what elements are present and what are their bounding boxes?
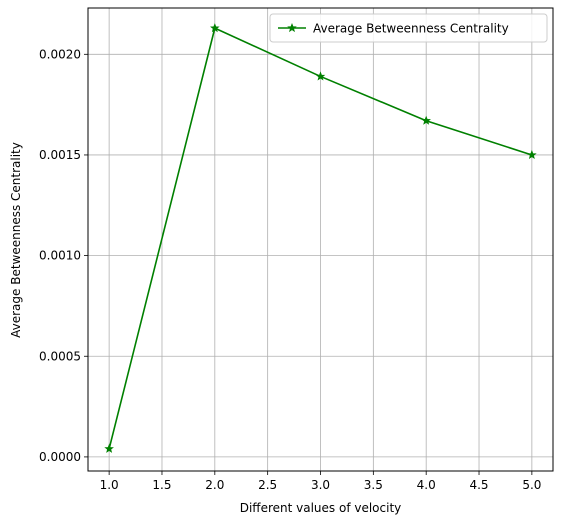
y-tick-label: 0.0020 — [39, 47, 81, 61]
x-tick-label: 5.0 — [522, 478, 541, 492]
y-tick-label: 0.0015 — [39, 148, 81, 162]
x-tick-label: 2.5 — [258, 478, 277, 492]
data-point — [421, 115, 431, 125]
data-point — [315, 71, 326, 81]
x-tick-label: 2.0 — [205, 478, 224, 492]
y-tick-label: 0.0005 — [39, 349, 81, 363]
y-axis-label: Average Betweenness Centrality — [9, 142, 23, 338]
x-tick-label: 1.0 — [100, 478, 119, 492]
legend-label: Average Betweenness Centrality — [313, 22, 509, 36]
x-axis-label: Different values of velocity — [240, 501, 402, 515]
y-axis: 0.0000 0.0005 0.0010 0.0015 0.0020 — [39, 47, 88, 464]
series-layer — [104, 23, 537, 453]
x-tick-label: 4.5 — [469, 478, 488, 492]
y-tick-label: 0.0010 — [39, 249, 81, 263]
x-tick-label: 3.5 — [364, 478, 383, 492]
legend-box — [269, 13, 548, 43]
x-tick-label: 4.0 — [417, 478, 436, 492]
data-point — [527, 149, 537, 160]
data-point — [104, 443, 114, 453]
x-tick-label: 1.5 — [152, 478, 171, 492]
grid — [88, 8, 553, 471]
legend: Average Betweenness Centrality — [269, 13, 548, 43]
legend-marker — [287, 22, 297, 33]
x-tick-label: 3.0 — [311, 478, 330, 492]
y-tick-label: 0.0000 — [39, 450, 81, 464]
x-axis: 1.0 1.5 2.0 2.5 3.0 3.5 4.0 4.5 5.0 — [100, 471, 541, 492]
data-point — [210, 23, 220, 33]
